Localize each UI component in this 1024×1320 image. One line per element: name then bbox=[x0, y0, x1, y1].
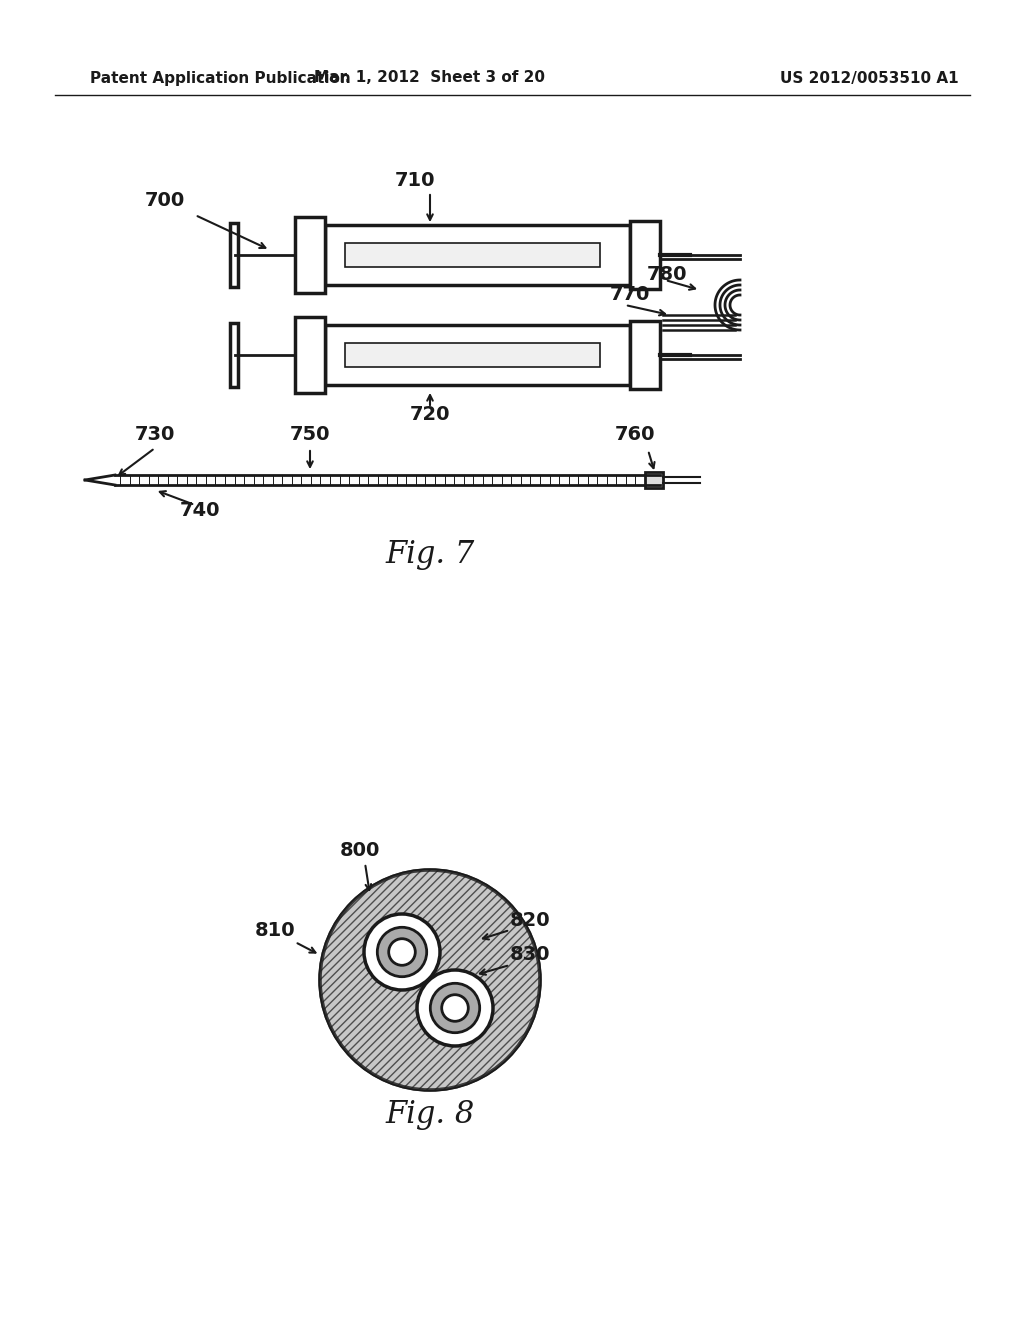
Text: Fig. 7: Fig. 7 bbox=[385, 540, 475, 570]
Circle shape bbox=[319, 870, 540, 1090]
Text: 700: 700 bbox=[145, 190, 185, 210]
Bar bbox=[230, 323, 238, 387]
Bar bbox=[325, 224, 630, 285]
Bar bbox=[230, 223, 238, 286]
Bar bbox=[345, 343, 600, 367]
Bar bbox=[630, 220, 660, 289]
Bar bbox=[295, 317, 325, 393]
Text: Patent Application Publication: Patent Application Publication bbox=[90, 70, 351, 86]
Text: 820: 820 bbox=[510, 911, 551, 929]
Circle shape bbox=[364, 913, 440, 990]
Bar bbox=[295, 216, 325, 293]
Text: 730: 730 bbox=[135, 425, 175, 445]
Circle shape bbox=[441, 995, 468, 1022]
Bar bbox=[645, 473, 663, 488]
Circle shape bbox=[430, 983, 479, 1032]
Circle shape bbox=[377, 927, 427, 977]
Text: US 2012/0053510 A1: US 2012/0053510 A1 bbox=[780, 70, 958, 86]
Text: 810: 810 bbox=[254, 920, 295, 940]
Circle shape bbox=[389, 939, 416, 965]
Text: 770: 770 bbox=[610, 285, 650, 305]
Bar bbox=[345, 243, 600, 267]
Text: 830: 830 bbox=[510, 945, 551, 965]
Circle shape bbox=[417, 970, 493, 1045]
Text: 740: 740 bbox=[180, 500, 220, 520]
Text: 750: 750 bbox=[290, 425, 331, 445]
Bar bbox=[630, 321, 660, 389]
Text: Mar. 1, 2012  Sheet 3 of 20: Mar. 1, 2012 Sheet 3 of 20 bbox=[314, 70, 546, 86]
Bar bbox=[325, 325, 630, 385]
Circle shape bbox=[319, 870, 540, 1090]
Text: 780: 780 bbox=[647, 265, 687, 285]
Text: 710: 710 bbox=[394, 170, 435, 190]
Text: 720: 720 bbox=[410, 405, 451, 425]
Text: Fig. 8: Fig. 8 bbox=[385, 1100, 475, 1130]
Text: 760: 760 bbox=[614, 425, 655, 445]
Text: 800: 800 bbox=[340, 841, 380, 859]
